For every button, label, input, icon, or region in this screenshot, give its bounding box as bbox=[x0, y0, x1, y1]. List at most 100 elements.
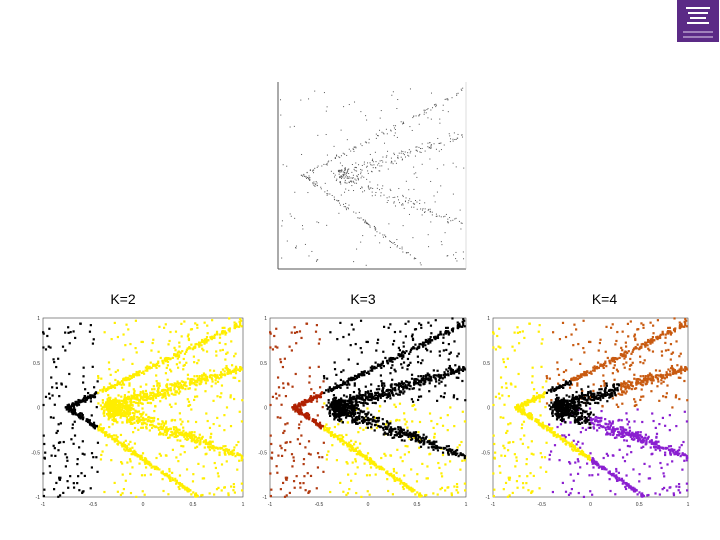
scatter-dot bbox=[600, 409, 603, 413]
scatter-dot bbox=[386, 421, 389, 424]
scatter-dot bbox=[164, 323, 167, 326]
scatter-dot bbox=[55, 431, 58, 435]
scatter-dot bbox=[74, 412, 77, 415]
scatter-dot bbox=[425, 477, 428, 480]
scatter-dot bbox=[643, 462, 646, 465]
scatter-dot bbox=[177, 392, 181, 395]
scatter-dot bbox=[43, 442, 46, 446]
scatter-dot bbox=[92, 426, 95, 429]
scatter-dot bbox=[615, 339, 618, 343]
scatter-dot bbox=[647, 493, 650, 497]
scatter-dot bbox=[294, 372, 297, 376]
scatter-dot bbox=[89, 324, 92, 327]
scatter-dot bbox=[344, 176, 346, 178]
scatter-dot bbox=[108, 400, 111, 403]
scatter-dot bbox=[439, 446, 443, 449]
scatter-dot bbox=[393, 154, 395, 156]
scatter-dot bbox=[139, 412, 142, 416]
scatter-dot bbox=[115, 383, 119, 387]
scatter-dot bbox=[59, 476, 62, 479]
scatter-dot bbox=[134, 373, 137, 376]
scatter-dot bbox=[592, 466, 595, 469]
scatter-dot bbox=[423, 211, 425, 213]
scatter-dot bbox=[213, 333, 217, 336]
scatter-dot bbox=[504, 481, 508, 485]
scatter-dot bbox=[671, 460, 674, 463]
scatter-dot bbox=[237, 440, 240, 444]
scatter-dot bbox=[148, 419, 151, 422]
scatter-dot bbox=[116, 435, 119, 439]
scatter-dot bbox=[165, 366, 168, 370]
scatter-dot bbox=[438, 374, 441, 377]
scatter-dot bbox=[422, 433, 425, 436]
scatter-dot bbox=[366, 407, 369, 410]
scatter-dot bbox=[386, 361, 389, 364]
scatter-dot bbox=[339, 397, 343, 400]
scatter-dot bbox=[97, 377, 100, 380]
scatter-dot bbox=[378, 466, 381, 470]
scatter-dot bbox=[351, 448, 354, 451]
scatter-dot bbox=[120, 460, 123, 464]
scatter-dot bbox=[463, 482, 466, 485]
scatter-dot bbox=[350, 400, 353, 403]
scatter-dot bbox=[305, 414, 308, 417]
scatter-dot bbox=[389, 240, 391, 242]
scatter-dot bbox=[325, 458, 328, 461]
scatter-dot bbox=[350, 150, 352, 152]
scatter-dot bbox=[85, 397, 88, 400]
scatter-dot bbox=[347, 400, 350, 403]
scatter-dot bbox=[230, 364, 234, 367]
scatter-dot bbox=[131, 466, 134, 469]
scatter-dot bbox=[122, 414, 126, 418]
scatter-dot bbox=[492, 494, 496, 498]
scatter-dot bbox=[149, 391, 152, 394]
scatter-dot bbox=[220, 463, 224, 466]
scatter-dot bbox=[405, 350, 408, 353]
scatter-dot bbox=[418, 123, 420, 125]
scatter-dot bbox=[366, 426, 370, 429]
scatter-dot bbox=[300, 403, 303, 406]
scatter-dot bbox=[288, 345, 291, 348]
scatter-dot bbox=[297, 412, 300, 415]
scatter-dot bbox=[196, 437, 199, 440]
scatter-dot bbox=[392, 470, 396, 473]
scatter-dot bbox=[371, 369, 374, 372]
scatter-dot bbox=[188, 403, 192, 407]
scatter-dot bbox=[442, 395, 445, 399]
scatter-dot bbox=[195, 439, 198, 442]
scatter-dot bbox=[442, 104, 444, 106]
scatter-dot bbox=[408, 488, 411, 491]
y-tick-label: -0.5 bbox=[258, 450, 267, 456]
scatter-dot bbox=[87, 395, 90, 399]
scatter-dot bbox=[344, 153, 346, 155]
scatter-dot bbox=[679, 352, 682, 355]
scatter-dot bbox=[519, 438, 522, 441]
scatter-dot bbox=[183, 485, 186, 488]
scatter-dot bbox=[181, 420, 184, 423]
scatter-dot bbox=[548, 458, 551, 461]
scatter-dot bbox=[169, 476, 172, 479]
scatter-dot bbox=[92, 456, 95, 459]
scatter-dot bbox=[383, 400, 387, 403]
scatter-dot bbox=[381, 165, 383, 167]
scatter-dot bbox=[414, 431, 418, 434]
scatter-dot bbox=[416, 149, 418, 151]
scatter-dot bbox=[90, 452, 94, 455]
scatter-dot bbox=[275, 397, 278, 400]
scatter-dot bbox=[198, 375, 201, 378]
scatter-dot bbox=[191, 437, 194, 440]
scatter-dot bbox=[315, 400, 319, 403]
scatter-dot bbox=[518, 330, 522, 334]
scatter-dot bbox=[426, 441, 429, 444]
scatter-dot bbox=[234, 455, 237, 458]
scatter-dot bbox=[161, 389, 164, 392]
scatter-dot bbox=[218, 336, 222, 339]
scatter-dot bbox=[408, 352, 411, 355]
scatter-dot bbox=[427, 117, 429, 119]
scatter-dot bbox=[374, 226, 376, 228]
scatter-dot bbox=[205, 338, 208, 341]
scatter-dot bbox=[399, 384, 403, 387]
scatter-dot bbox=[81, 418, 85, 421]
scatter-dot bbox=[429, 324, 433, 327]
scatter-dot bbox=[384, 142, 386, 144]
